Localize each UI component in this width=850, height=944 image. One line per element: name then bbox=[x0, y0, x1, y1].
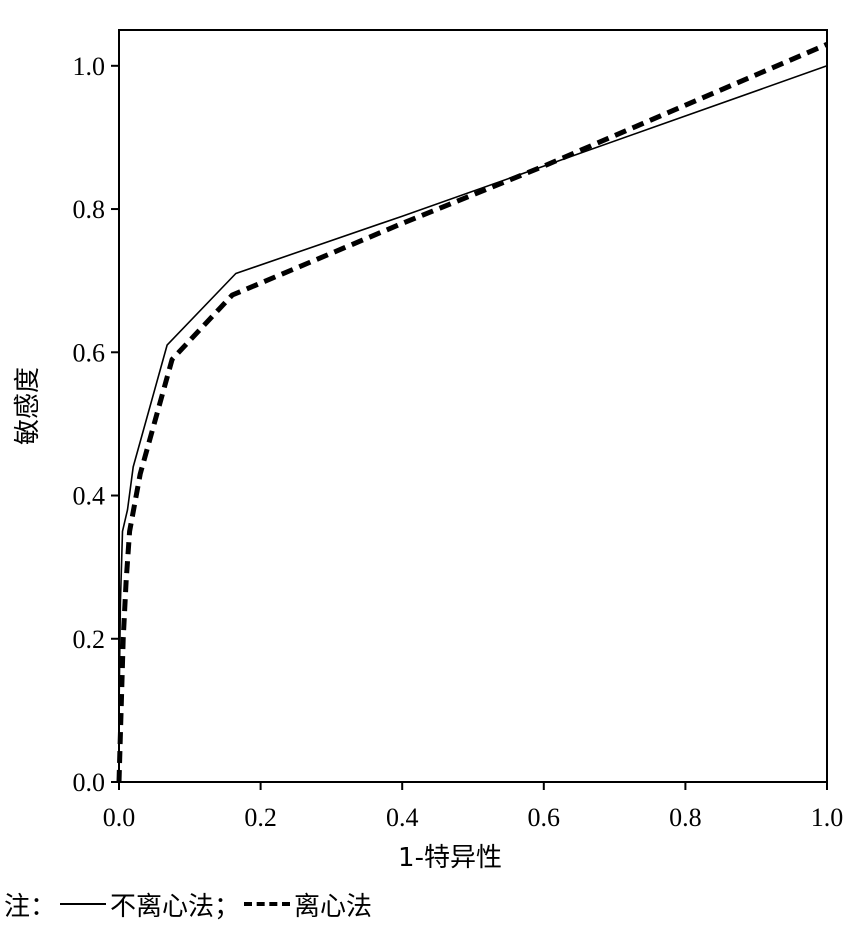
y-tick-label-2: 0.4 bbox=[73, 482, 106, 511]
y-axis: 0.0 0.2 0.4 0.6 0.8 1.0 bbox=[73, 52, 119, 797]
legend-dashed-label: 离心法 bbox=[294, 891, 373, 922]
y-tick-label-4: 0.8 bbox=[73, 195, 106, 224]
y-axis-title: 敏感度 bbox=[13, 367, 43, 445]
x-tick-label-5: 1.0 bbox=[811, 803, 844, 832]
legend-note: 注： 不离心法； 离心法 bbox=[4, 884, 372, 924]
y-tick-label-3: 0.6 bbox=[73, 338, 106, 367]
y-tick-label-5: 1.0 bbox=[73, 52, 106, 81]
y-tick-label-0: 0.0 bbox=[73, 768, 106, 797]
legend-dashed-line bbox=[244, 902, 291, 906]
x-axis: 0.0 0.2 0.4 0.6 0.8 1.0 bbox=[103, 782, 844, 832]
x-tick-label-3: 0.6 bbox=[528, 803, 561, 832]
series-layer bbox=[116, 42, 828, 783]
note-prefix: 注： bbox=[4, 891, 57, 922]
legend-solid-label: 不离心法； bbox=[110, 891, 241, 922]
x-tick-label-1: 0.2 bbox=[244, 803, 277, 832]
y-tick-label-1: 0.2 bbox=[73, 625, 106, 654]
x-tick-label-0: 0.0 bbox=[103, 803, 136, 832]
x-axis-title: 1-特异性 bbox=[398, 843, 502, 873]
dashed-series-line bbox=[116, 42, 828, 783]
solid-series-line bbox=[118, 65, 828, 782]
legend-solid-line bbox=[60, 903, 107, 905]
plot-frame bbox=[118, 29, 828, 783]
x-tick-label-4: 0.8 bbox=[669, 803, 702, 832]
x-tick-label-2: 0.4 bbox=[386, 803, 419, 832]
